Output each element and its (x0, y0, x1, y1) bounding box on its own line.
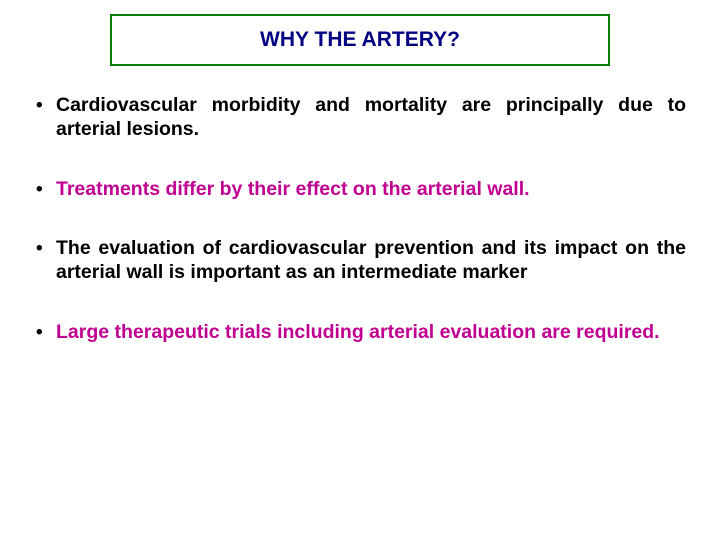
slide: WHY THE ARTERY? Cardiovascular morbidity… (0, 0, 720, 540)
bullet-item: Large therapeutic trials including arter… (34, 321, 686, 345)
bullet-item: Cardiovascular morbidity and mortality a… (34, 94, 686, 142)
bullet-item: The evaluation of cardiovascular prevent… (34, 237, 686, 285)
title-box: WHY THE ARTERY? (110, 14, 610, 66)
bullet-list: Cardiovascular morbidity and mortality a… (22, 94, 698, 345)
bullet-item: Treatments differ by their effect on the… (34, 178, 686, 202)
slide-title: WHY THE ARTERY? (260, 28, 460, 51)
